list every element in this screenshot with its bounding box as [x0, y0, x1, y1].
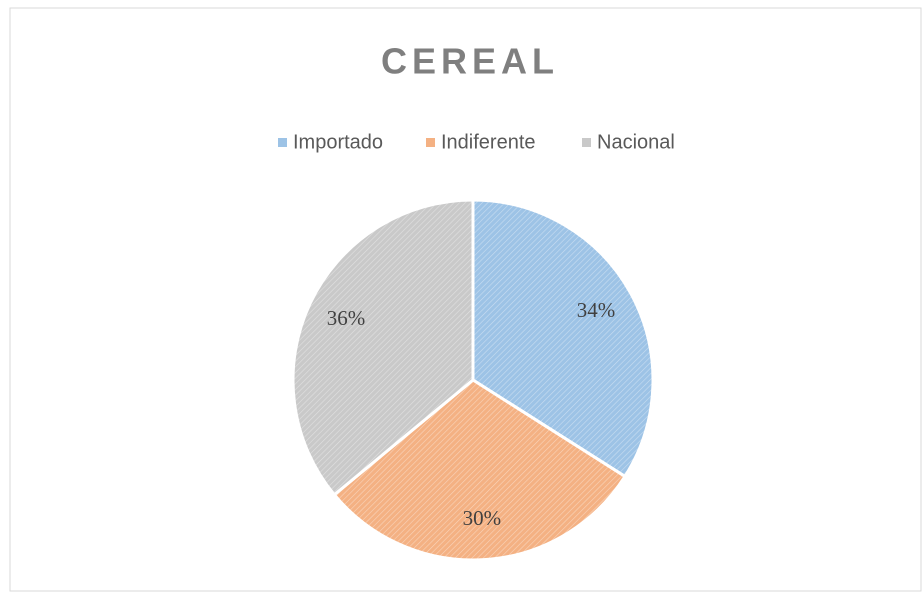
legend-label: Indiferente	[441, 131, 536, 153]
data-label: 36%	[327, 306, 366, 330]
legend-label: Nacional	[597, 131, 675, 153]
data-label: 30%	[463, 506, 502, 530]
pie-slice	[291, 198, 475, 497]
legend-label: Importado	[293, 131, 383, 153]
pie-slice	[332, 378, 628, 562]
chart-title: CEREAL	[381, 41, 559, 82]
legend-swatch	[278, 138, 287, 147]
legend-swatch	[582, 138, 591, 147]
data-label: 34%	[577, 298, 616, 322]
legend-swatch	[426, 138, 435, 147]
